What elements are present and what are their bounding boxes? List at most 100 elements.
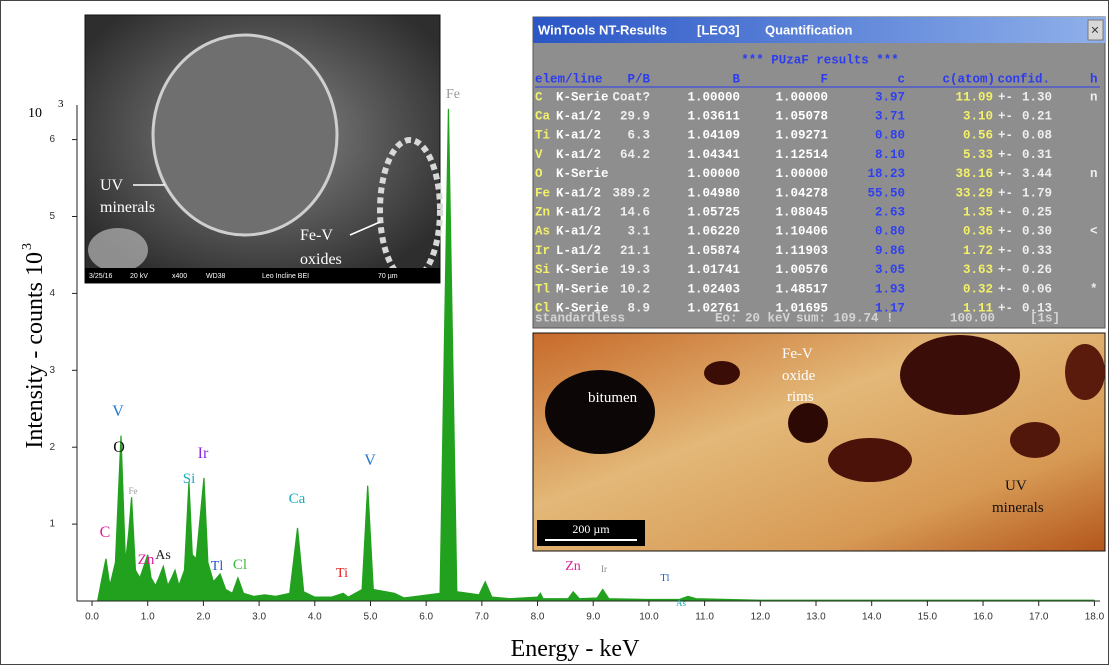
table-cell: 1.12514 [775, 148, 828, 162]
table-cell: 0.56 [963, 129, 993, 143]
column-header: h [1090, 72, 1098, 86]
table-cell: 1.05725 [687, 205, 740, 219]
table-cell: 1.00000 [687, 90, 740, 104]
table-cell: 1.04109 [687, 129, 740, 143]
y-axis-label-group: Intensity - counts 10 3 [20, 243, 48, 449]
table-cell: 1.04980 [687, 186, 740, 200]
table-cell: Ti [535, 129, 550, 143]
photo-label: UV [1005, 478, 1027, 494]
sem-footer-text: Leo Incline BEI [262, 273, 309, 280]
table-cell: M-Serie [556, 282, 609, 296]
peak-label: As [676, 598, 686, 608]
window-title: WinTools NT-Results [538, 22, 667, 37]
y-tick-label: 4 [49, 288, 55, 299]
table-cell: K-a1/2 [556, 109, 601, 123]
sem-footer-text: WD38 [206, 273, 226, 280]
x-tick-label: 17.0 [1029, 612, 1049, 623]
table-cell: 1.04278 [775, 186, 828, 200]
x-tick-label: 2.0 [196, 612, 210, 623]
peak-label: Zn [138, 552, 155, 568]
x-tick-label: 18.0 [1085, 612, 1105, 623]
table-footer: Eo: 20 keV [715, 311, 791, 325]
peak-label: Ir [601, 564, 607, 574]
table-cell: 14.6 [620, 205, 650, 219]
table-cell: 19.3 [620, 263, 650, 277]
column-header: B [732, 72, 740, 86]
table-cell: 21.1 [620, 244, 650, 258]
table-cell: 10.2 [620, 282, 650, 296]
table-cell: 55.50 [867, 186, 905, 200]
table-cell: 8.9 [627, 301, 650, 315]
table-cell: 1.08045 [775, 205, 828, 219]
column-header: elem/line [535, 72, 603, 86]
table-cell: n [1090, 167, 1098, 181]
rim-blob [1065, 344, 1105, 400]
table-cell: K-Serie [556, 167, 609, 181]
sem-footer-text: x400 [172, 273, 187, 280]
table-cell: 0.30 [1022, 225, 1052, 239]
y-scale-base: 10 [28, 106, 42, 121]
x-tick-label: 7.0 [475, 612, 489, 623]
table-cell: n [1090, 90, 1098, 104]
table-cell: 3.05 [875, 263, 905, 277]
x-tick-label: 16.0 [973, 612, 993, 623]
sem-label: UV [100, 177, 124, 194]
table-cell: 1.00000 [775, 90, 828, 104]
rim-blob [828, 438, 912, 482]
table-cell: 1.00576 [775, 263, 828, 277]
table-cell: 0.32 [963, 282, 993, 296]
table-cell: +- [998, 301, 1013, 315]
x-tick-label: 11.0 [695, 612, 714, 623]
sem-footer-text: 20 kV [130, 273, 148, 280]
table-cell: +- [998, 129, 1013, 143]
table-cell: 1.06220 [687, 225, 740, 239]
window-mode: Quantification [765, 22, 852, 37]
photo-inset: bitumen Fe-V oxide rims UV minerals 200 … [533, 333, 1105, 551]
x-tick-label: 14.0 [862, 612, 882, 623]
table-cell: K-Serie [556, 90, 609, 104]
table-cell: 3.10 [963, 109, 993, 123]
y-tick-label: 1 [49, 519, 55, 530]
table-cell: 0.21 [1022, 109, 1052, 123]
table-cell: 0.80 [875, 225, 905, 239]
table-cell: 0.36 [963, 225, 993, 239]
y-tick-label: 3 [49, 365, 55, 376]
table-cell: 29.9 [620, 109, 650, 123]
x-tick-label: 10.0 [639, 612, 659, 623]
y-tick-label: 6 [49, 134, 55, 145]
table-cell: K-a1/2 [556, 129, 601, 143]
peak-label: Fe [129, 486, 138, 496]
table-cell: +- [998, 263, 1013, 277]
table-cell: Si [535, 263, 550, 277]
peak-label: Ir [198, 445, 209, 462]
table-cell: 11.09 [955, 90, 993, 104]
peak-label: V [112, 403, 124, 420]
table-cell: 1.00000 [687, 167, 740, 181]
x-tick-label: 4.0 [308, 612, 322, 623]
table-cell: 2.63 [875, 205, 905, 219]
table-cell: 1.93 [875, 282, 905, 296]
sem-minerals [88, 228, 148, 272]
table-cell: 18.23 [867, 167, 905, 181]
rim-blob [900, 335, 1020, 415]
figure: 10 3 Energy - keV Intensity - counts 10 … [0, 0, 1109, 665]
y-tick-label: 5 [49, 211, 55, 222]
peak-label: As [155, 548, 171, 563]
column-header: F [820, 72, 828, 86]
peak-label: Zn [565, 559, 581, 574]
table-cell: 5.33 [963, 148, 993, 162]
x-axis-label: Energy - keV [511, 636, 641, 662]
table-footer: [1s] [1030, 311, 1060, 325]
table-cell: 389.2 [612, 186, 650, 200]
y-axis-label: Intensity - counts 10 [22, 252, 48, 449]
table-cell: Fe [535, 186, 550, 200]
table-cell: * [1090, 282, 1098, 296]
peak-label: O [113, 439, 125, 456]
close-icon[interactable]: × [1091, 22, 1099, 38]
table-cell: +- [998, 225, 1013, 239]
sem-label: Fe-V [300, 227, 333, 244]
x-tick-label: 8.0 [531, 612, 545, 623]
table-cell: Zn [535, 205, 550, 219]
x-tick-label: 5.0 [364, 612, 378, 623]
table-cell: K-a1/2 [556, 225, 601, 239]
